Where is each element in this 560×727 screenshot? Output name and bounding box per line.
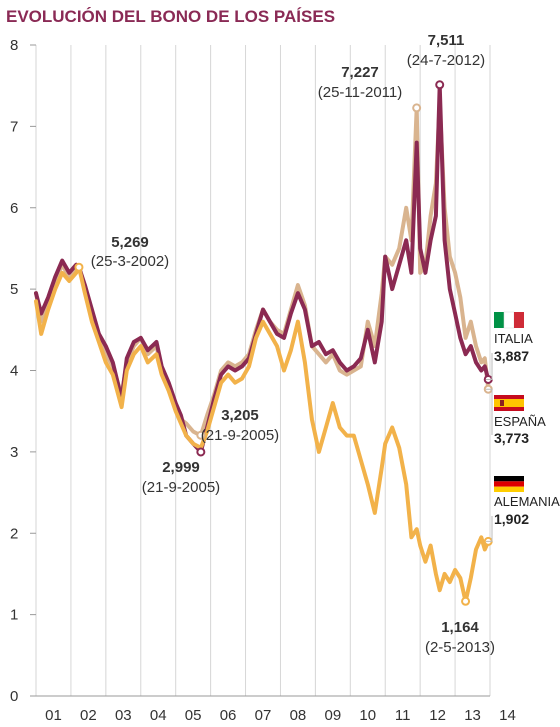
flag-stripe [494, 481, 524, 487]
annotation-date: (2-5-2013) [425, 639, 495, 656]
legend-name: ITALIA [494, 331, 533, 346]
spain-flag [494, 395, 524, 411]
flag-stripe [514, 312, 524, 328]
x-tick-label: 01 [45, 707, 62, 724]
y-tick-label: 2 [10, 525, 18, 542]
annotation-value: 2,999 [162, 459, 200, 476]
legend-value: 3,773 [494, 430, 529, 446]
series-line-alemania [34, 265, 491, 604]
flag-stripe [494, 399, 524, 407]
chart-title: EVOLUCIÓN DEL BONO DE LOS PAÍSES [6, 7, 335, 26]
series-lines [34, 82, 493, 604]
x-tick-label: 11 [395, 707, 411, 724]
annotation-marker [412, 103, 422, 113]
flag-emblem [500, 400, 504, 406]
legend-name: ESPAÑA [494, 414, 546, 429]
italy-flag [494, 311, 524, 329]
annotations: 5,269(25-3-2002)2,999(21-9-2005)3,205(21… [74, 32, 495, 656]
x-tick-label: 05 [185, 707, 202, 724]
germany-flag [494, 476, 524, 492]
annotation-value: 1,164 [441, 619, 479, 636]
legend-connector [486, 516, 493, 542]
legend-name: ALEMANIA [494, 494, 560, 509]
x-tick-label: 06 [220, 707, 237, 724]
y-tick-label: 6 [10, 200, 18, 217]
series-line-italia [34, 82, 491, 454]
annotation-date: (21-9-2005) [142, 479, 220, 496]
annotation-marker [74, 262, 84, 272]
annotation-marker [435, 80, 445, 90]
annotation-date: (25-11-2011) [318, 84, 403, 101]
y-tick-label: 3 [10, 444, 18, 461]
x-axis-ticks: 01 02 03 04 05 06 07 08 09 10 11 12 13 14 [45, 707, 516, 724]
annotation-date: (24-7-2012) [407, 52, 485, 69]
x-tick-label: 13 [464, 707, 481, 724]
flag-stripe [494, 476, 524, 482]
flag-stripe [494, 395, 524, 399]
x-tick-label: 07 [255, 707, 272, 724]
annotation-value: 7,227 [341, 64, 379, 81]
legend-value: 3,887 [494, 348, 529, 364]
flag-stripe [494, 312, 504, 328]
x-tick-label: 14 [499, 707, 516, 724]
annotation-marker [196, 430, 206, 440]
x-tick-label: 08 [290, 707, 307, 724]
y-tick-label: 5 [10, 281, 18, 298]
annotation-value: 5,269 [111, 234, 149, 251]
legend-connector [486, 353, 493, 380]
x-tick-label: 04 [150, 707, 167, 724]
x-tick-label: 12 [429, 707, 446, 724]
annotation-date: (25-3-2002) [91, 253, 169, 270]
x-tick-label: 02 [80, 707, 97, 724]
y-tick-label: 0 [10, 688, 18, 705]
flag-stripe [494, 407, 524, 411]
flag-stripe [494, 486, 524, 492]
y-tick-label: 1 [10, 607, 18, 624]
annotation-date: (21-9-2005) [201, 427, 279, 444]
annotation-value: 7,511 [428, 32, 465, 49]
annotation-value: 3,205 [221, 407, 259, 424]
legend-connector [486, 388, 493, 435]
x-tick-label: 10 [359, 707, 376, 724]
x-tick-label: 09 [325, 707, 342, 724]
y-tick-label: 7 [10, 118, 18, 135]
annotation-marker [196, 447, 206, 457]
x-tick-label: 03 [115, 707, 132, 724]
y-tick-label: 8 [10, 37, 18, 54]
grid [35, 45, 491, 697]
y-axis-ticks: 0 1 2 3 4 5 6 7 8 [10, 37, 36, 705]
legend-value: 1,902 [494, 511, 529, 527]
annotation-marker [461, 596, 471, 606]
y-tick-label: 4 [10, 363, 18, 380]
flag-stripe [503, 311, 515, 329]
